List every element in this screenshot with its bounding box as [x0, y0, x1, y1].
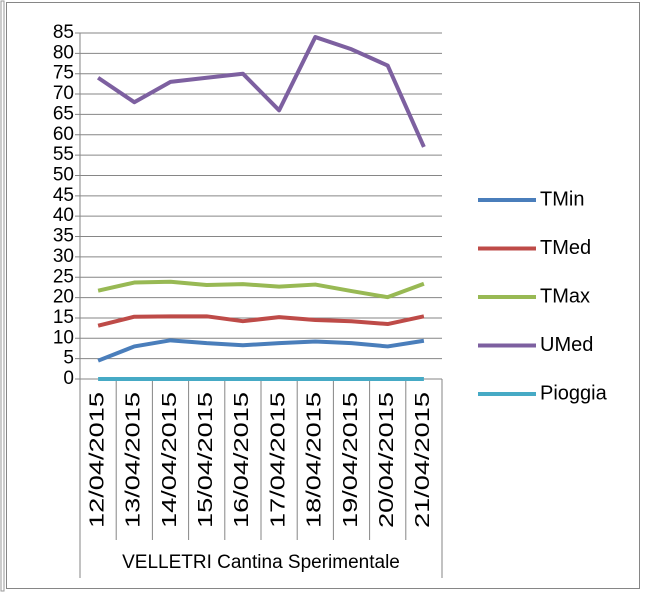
x-tick-label: 13/04/2015 — [123, 392, 145, 528]
y-tick-label: 15 — [53, 307, 74, 328]
y-tick-label: 0 — [63, 368, 74, 389]
y-tick-label: 65 — [53, 103, 74, 124]
y-tick-label: 45 — [53, 185, 74, 206]
series-line — [97, 314, 425, 328]
x-tick-label: 18/04/2015 — [304, 392, 326, 528]
y-tick-label: 55 — [53, 144, 74, 165]
x-tick-label: 21/04/2015 — [412, 392, 434, 528]
y-tick-label: 30 — [53, 246, 74, 267]
y-tick-label: 70 — [53, 83, 74, 104]
y-tick-label: 50 — [53, 164, 74, 185]
series-line — [97, 338, 425, 363]
category-group-label: VELLETRI Cantina Sperimentale — [122, 552, 400, 573]
y-tick-label: 25 — [53, 266, 74, 287]
frame-edge — [0, 0, 5, 592]
legend-label: TMed — [540, 237, 591, 259]
x-tick-label: 17/04/2015 — [267, 392, 289, 528]
y-tick-label: 10 — [53, 327, 74, 348]
x-tick-label: 14/04/2015 — [159, 392, 181, 528]
y-tick-label: 80 — [53, 42, 74, 63]
series-line — [97, 279, 425, 300]
legend-label: Pioggia — [540, 382, 608, 404]
legend-label: UMed — [540, 334, 593, 356]
series-line — [96, 35, 426, 148]
x-tick-label: 20/04/2015 — [376, 392, 398, 528]
y-tick-label: 40 — [53, 205, 74, 226]
y-tick-label: 75 — [53, 63, 74, 84]
x-tick-label: 15/04/2015 — [195, 392, 217, 528]
y-tick-label: 60 — [53, 124, 74, 145]
legend-label: TMin — [540, 188, 584, 210]
y-tick-label: 20 — [53, 287, 74, 308]
x-tick-label: 16/04/2015 — [231, 392, 253, 528]
y-tick-label: 35 — [53, 226, 74, 247]
y-tick-label: 85 — [53, 22, 74, 43]
y-tick-label: 5 — [63, 348, 74, 369]
x-tick-label: 12/04/2015 — [86, 392, 108, 528]
legend-label: TMax — [540, 285, 590, 307]
x-tick-label: 19/04/2015 — [340, 392, 362, 528]
